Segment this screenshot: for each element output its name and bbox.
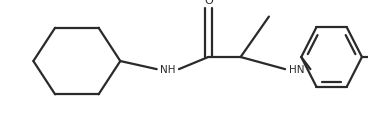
Text: O: O (204, 0, 213, 6)
Text: NH: NH (160, 65, 176, 75)
Text: HN: HN (290, 65, 305, 75)
